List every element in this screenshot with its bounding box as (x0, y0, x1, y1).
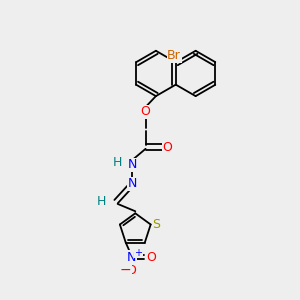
Text: +: + (134, 248, 142, 258)
Text: S: S (153, 218, 160, 231)
Text: −: − (120, 263, 132, 277)
Text: O: O (162, 141, 172, 154)
Text: H: H (113, 156, 122, 169)
Text: S: S (153, 218, 160, 231)
Text: Br: Br (167, 49, 181, 62)
Text: N: N (128, 177, 137, 190)
Text: N: N (128, 158, 137, 171)
Text: H: H (97, 195, 106, 208)
Text: N: N (127, 251, 136, 264)
Text: O: O (141, 105, 151, 118)
Text: −: − (120, 263, 132, 277)
Text: H: H (97, 195, 106, 208)
Text: H: H (113, 156, 122, 169)
Text: O: O (162, 141, 172, 154)
Text: O: O (146, 251, 156, 264)
Text: Br: Br (167, 49, 181, 62)
Text: O: O (141, 105, 151, 118)
Text: +: + (134, 248, 142, 258)
Text: O: O (127, 264, 136, 277)
Text: N: N (128, 177, 137, 190)
Text: N: N (127, 251, 136, 264)
Text: O: O (146, 251, 156, 264)
Text: O: O (127, 264, 136, 277)
Text: N: N (128, 158, 137, 171)
